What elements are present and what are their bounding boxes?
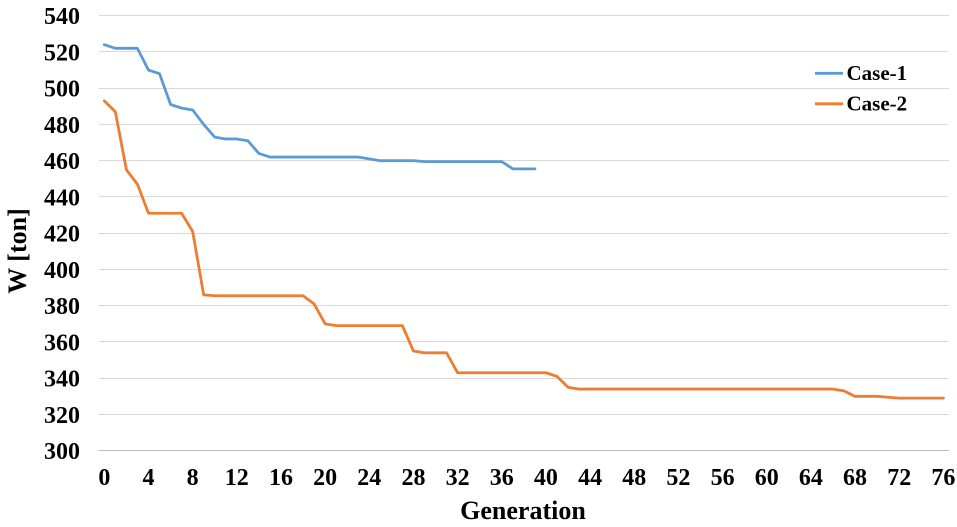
x-tick-label: 0: [98, 465, 110, 491]
y-tick-label: 380: [44, 294, 80, 320]
y-tick-label: 500: [44, 77, 80, 103]
x-tick-label: 76: [931, 465, 955, 491]
x-tick-label: 20: [313, 465, 337, 491]
series-lines: [102, 43, 945, 400]
y-axis-tick-labels: 300 320 340 360 380 400 420 440 460 480 500 520 540: [44, 4, 80, 465]
x-tick-label: 36: [490, 465, 514, 491]
x-tick-label: 24: [357, 465, 381, 491]
y-tick-label: 440: [44, 185, 80, 211]
x-tick-label: 64: [799, 465, 823, 491]
y-tick-label: 360: [44, 330, 80, 356]
x-tick-label: 32: [446, 465, 470, 491]
y-tick-label: 540: [44, 4, 80, 30]
series-line-case-1: [102, 43, 537, 171]
legend-case-1-label: Case-1: [847, 61, 908, 85]
x-tick-label: 12: [225, 465, 249, 491]
y-axis-title: W [ton]: [3, 208, 32, 293]
legend: Case-1 Case-2: [815, 61, 907, 116]
y-tick-label: 460: [44, 149, 80, 175]
y-tick-label: 340: [44, 367, 80, 393]
x-tick-label: 52: [666, 465, 690, 491]
x-tick-label: 68: [843, 465, 867, 491]
x-tick-label: 44: [578, 465, 602, 491]
y-tick-label: 480: [44, 113, 80, 139]
y-tick-label: 520: [44, 40, 80, 66]
x-tick-label: 48: [622, 465, 646, 491]
y-tick-label: 420: [44, 222, 80, 248]
x-tick-label: 40: [534, 465, 558, 491]
x-tick-label: 4: [142, 465, 154, 491]
series-line-case-2: [102, 99, 945, 400]
x-tick-label: 56: [711, 465, 735, 491]
gridlines: [98, 15, 949, 451]
y-tick-label: 320: [44, 403, 80, 429]
x-tick-label: 72: [887, 465, 911, 491]
x-axis-tick-labels: 0 4 8 12 16 20 24 28 32 36 40 44 48 52 56 60 64 68 72 76: [98, 465, 955, 491]
x-tick-label: 60: [755, 465, 779, 491]
x-tick-label: 8: [187, 465, 199, 491]
y-tick-label: 300: [44, 439, 80, 465]
x-tick-label: 28: [401, 465, 425, 491]
x-tick-label: 16: [269, 465, 293, 491]
x-axis-title: Generation: [460, 496, 586, 525]
legend-case-2-label: Case-2: [847, 92, 908, 116]
y-tick-label: 400: [44, 258, 80, 284]
